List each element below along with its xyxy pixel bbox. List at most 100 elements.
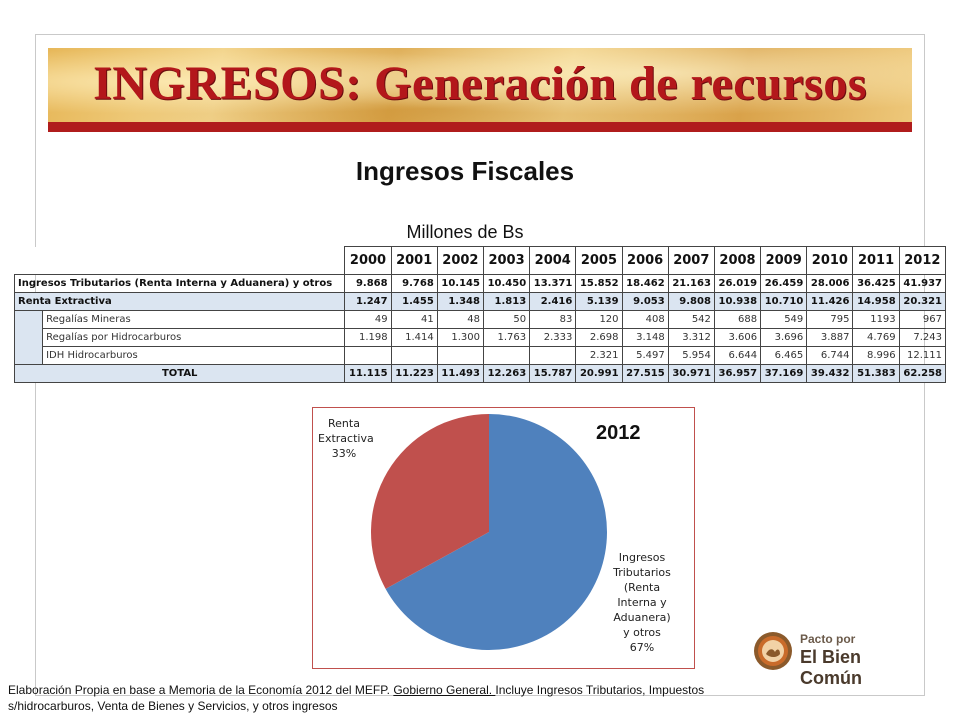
- year-header: 2009: [760, 246, 808, 275]
- table-cell: 8.996: [852, 346, 900, 365]
- pie-label-line: y otros: [623, 626, 661, 639]
- pie-label-renta-extractiva: Renta Extractiva 33%: [318, 416, 374, 461]
- pie-label-line: (Renta: [623, 581, 661, 594]
- table-cell: 688: [713, 310, 762, 329]
- table-cell: 1193: [852, 310, 900, 329]
- table-cell: 3.148: [621, 328, 669, 347]
- year-header: 2012: [898, 246, 947, 275]
- table-cell: 9.768: [390, 274, 438, 293]
- table-cell: 48: [436, 310, 484, 329]
- table-cell: 10.145: [436, 274, 484, 293]
- table-cell: 120: [575, 310, 623, 329]
- indent-cell: [13, 310, 44, 329]
- table-cell: 6.465: [760, 346, 808, 365]
- title-banner: [48, 48, 912, 132]
- table-cell: 1.198: [344, 328, 392, 347]
- table-cell: 5.954: [667, 346, 715, 365]
- table-cell: 7.243: [898, 328, 947, 347]
- table-cell: 3.887: [806, 328, 854, 347]
- table-cell: 1.414: [390, 328, 438, 347]
- table-cell: 20.991: [575, 364, 623, 383]
- table-cell: 9.053: [621, 292, 669, 311]
- pie-slice-0: [385, 414, 607, 650]
- table-cell: 9.868: [344, 274, 392, 293]
- year-header: 2001: [390, 246, 438, 275]
- indent-cell: [13, 328, 44, 347]
- table-cell: 21.163: [667, 274, 715, 293]
- year-header: 2006: [621, 246, 669, 275]
- table-cell: 11.493: [436, 364, 484, 383]
- table-cell: 408: [621, 310, 669, 329]
- table-cell: 5.139: [575, 292, 623, 311]
- table-cell: 2.416: [529, 292, 577, 311]
- table-cell: 9.808: [667, 292, 715, 311]
- table-cell: 2.333: [529, 328, 577, 347]
- source-footnote: Elaboración Propia en base a Memoria de …: [8, 682, 708, 714]
- footnote-text: Elaboración Propia en base a Memoria de …: [8, 683, 394, 697]
- pie-label-line: Renta: [328, 417, 360, 430]
- table-row-total: TOTAL 11.115 11.223 11.493 12.263 15.787…: [13, 364, 947, 383]
- fiscal-revenue-table: 2000 2001 2002 2003 2004 2005 2006 2007 …: [13, 246, 947, 383]
- pie-slice-1: [370, 414, 489, 589]
- indent-cell: [13, 346, 44, 365]
- table-cell: 11.115: [344, 364, 392, 383]
- year-header: 2004: [529, 246, 577, 275]
- table-cell: 4.769: [852, 328, 900, 347]
- table-cell: [482, 346, 531, 365]
- table-cell: 49: [344, 310, 392, 329]
- pie-label-ingresos-tributarios: Ingresos Tributarios (Renta Interna y Aduane…: [600, 550, 684, 655]
- table-cell: 1.763: [482, 328, 531, 347]
- table-cell: 1.348: [436, 292, 484, 311]
- year-header: 2005: [575, 246, 623, 275]
- pacto-logo-icon: [754, 632, 792, 670]
- row-label: Regalías por Hidrocarburos: [42, 328, 346, 347]
- year-header: 2008: [713, 246, 762, 275]
- table-cell: 3.696: [760, 328, 808, 347]
- table-cell: [529, 346, 577, 365]
- row-label: TOTAL: [13, 364, 346, 383]
- logo-text-bottom: El Bien Común: [800, 647, 862, 688]
- year-header: 2007: [667, 246, 715, 275]
- year-header: 2002: [436, 246, 484, 275]
- table-cell: 15.852: [575, 274, 623, 293]
- table-cell: 26.459: [760, 274, 808, 293]
- pie-label-line: Interna y: [617, 596, 667, 609]
- pie-chart-frame: [312, 407, 695, 669]
- pacto-logo: Pacto por El Bien Común: [752, 630, 922, 688]
- pie-label-line: Aduanera): [613, 611, 671, 624]
- table-cell: 1.455: [390, 292, 438, 311]
- year-header: 2003: [482, 246, 531, 275]
- table-cell: 27.515: [621, 364, 669, 383]
- table-cell: [344, 346, 392, 365]
- table-cell: 11.426: [806, 292, 854, 311]
- row-label: IDH Hidrocarburos: [42, 346, 346, 365]
- table-row-tributarios: Ingresos Tributarios (Renta Interna y Ad…: [13, 274, 947, 293]
- row-label: Regalías Mineras: [42, 310, 346, 329]
- table-cell: 542: [667, 310, 715, 329]
- table-cell: 51.383: [852, 364, 900, 383]
- table-cell: 30.971: [667, 364, 715, 383]
- table-cell: 2.698: [575, 328, 623, 347]
- row-label: Ingresos Tributarios (Renta Interna y Ad…: [13, 274, 346, 293]
- table-cell: 13.371: [529, 274, 577, 293]
- table-cell: 15.787: [529, 364, 577, 383]
- table-cell: 50: [482, 310, 531, 329]
- year-header: 2000: [344, 246, 392, 275]
- table-cell: 1.247: [344, 292, 392, 311]
- section-subtitle: Ingresos Fiscales: [355, 156, 575, 186]
- table-cell: 10.450: [482, 274, 531, 293]
- table-cell: 37.169: [760, 364, 808, 383]
- footnote-text-rest: Incluye Ingresos Tributarios, Impuestos …: [8, 683, 705, 713]
- year-header: 2011: [852, 246, 900, 275]
- table-cell: 28.006: [806, 274, 854, 293]
- table-cell: 39.432: [806, 364, 854, 383]
- table-row-hidrocarburos: Regalías por Hidrocarburos 1.198 1.414 1…: [13, 328, 947, 347]
- year-header: 2010: [806, 246, 854, 275]
- table-cell: 6.744: [806, 346, 854, 365]
- table-cell: 5.497: [621, 346, 669, 365]
- header-blank-cell: [14, 246, 346, 275]
- table-cell: 1.813: [482, 292, 531, 311]
- table-cell: 549: [760, 310, 808, 329]
- table-cell: 26.019: [713, 274, 762, 293]
- table-cell: 12.111: [898, 346, 947, 365]
